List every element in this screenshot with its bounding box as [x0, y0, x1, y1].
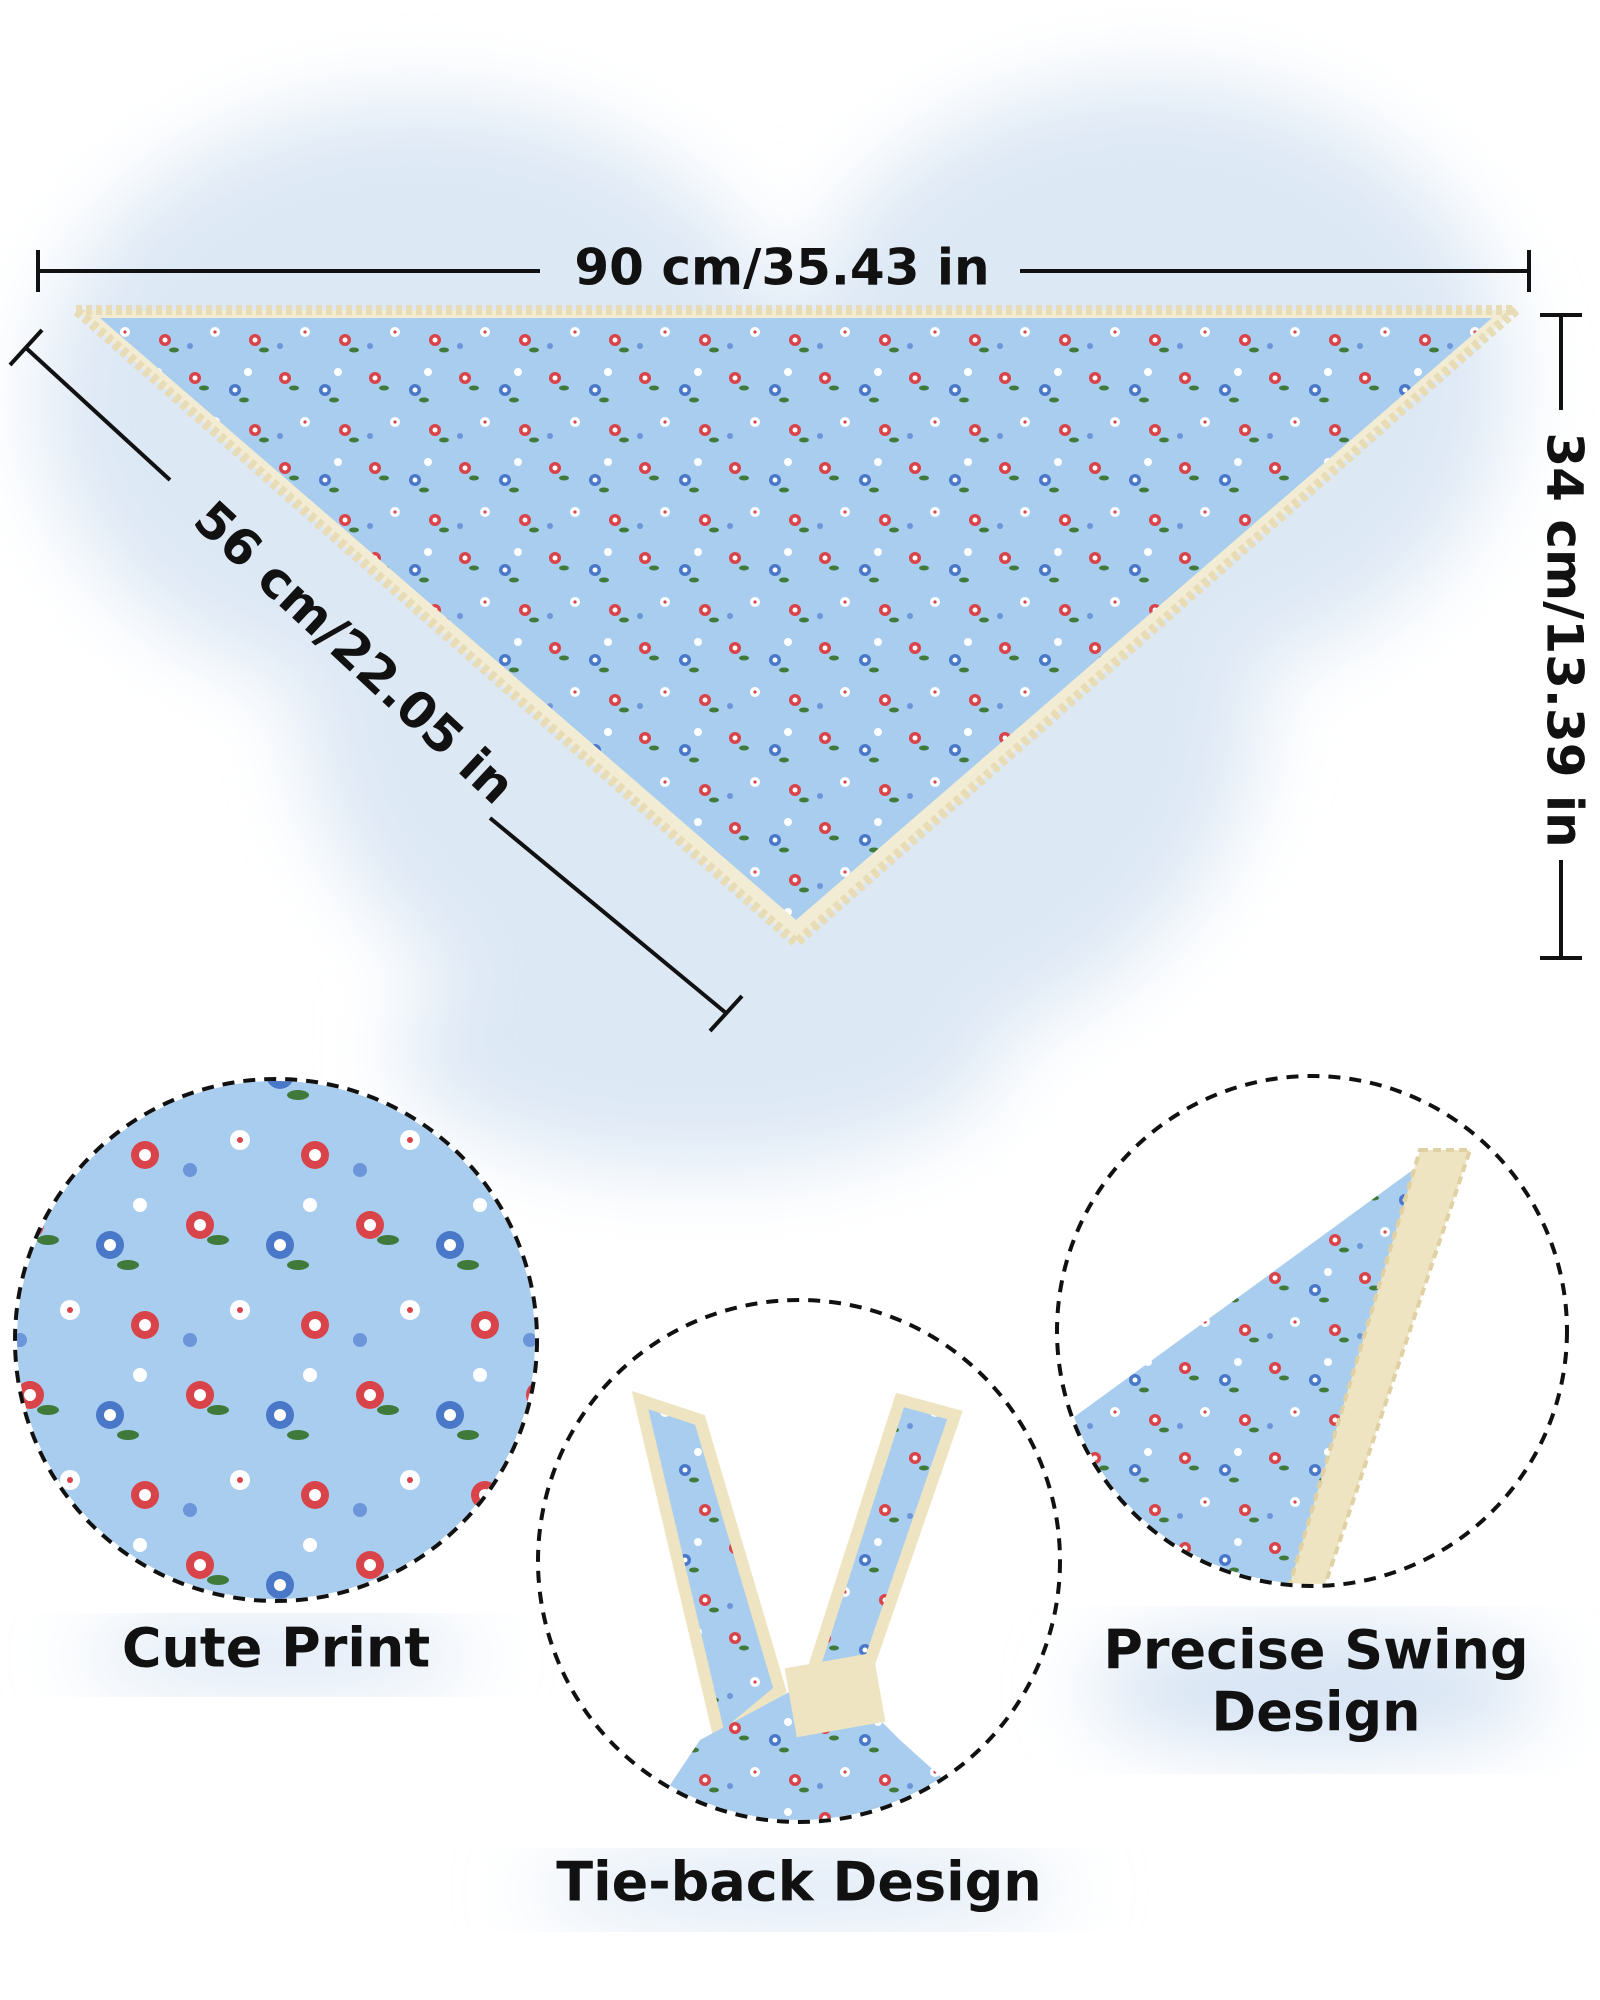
width-dimension: 90 cm/35.43 in [36, 239, 1531, 297]
height-dimension: 34 cm/13.39 in [1536, 313, 1594, 960]
feature-tie-back: Tie-back Design [536, 1298, 1062, 1914]
label-shadows [76, 1625, 1546, 1920]
feature-label: Tie-back Design [556, 1851, 1041, 1914]
feature-label: Precise Swing [1103, 1619, 1528, 1682]
feature-label: Design [1211, 1681, 1420, 1744]
width-label: 90 cm/35.43 in [574, 239, 989, 297]
bandana [100, 318, 1492, 920]
feature-precise-swing: Precise Swing Design [1055, 1074, 1569, 1744]
height-label: 34 cm/13.39 in [1536, 432, 1594, 847]
feature-cute-print: Cute Print [13, 1077, 539, 1680]
feature-label: Cute Print [122, 1617, 430, 1680]
